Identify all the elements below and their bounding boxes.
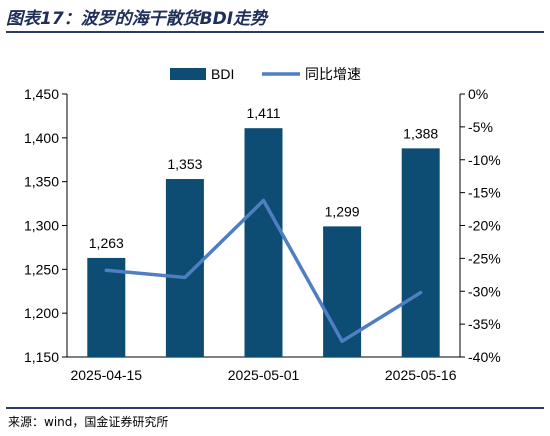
title-divider xyxy=(6,31,544,33)
x-tick-label: 2025-05-16 xyxy=(385,367,457,383)
right-tick-label: -5% xyxy=(468,119,493,135)
bdi-bar xyxy=(401,148,440,357)
right-tick-label: 0% xyxy=(468,86,488,102)
x-tick-label: 2025-05-01 xyxy=(228,367,300,383)
right-tick-label: -25% xyxy=(468,250,501,266)
right-tick-label: -15% xyxy=(468,185,501,201)
source-note: 来源：wind，国金证券研究所 xyxy=(8,415,169,429)
left-tick-label: 1,250 xyxy=(24,261,59,277)
right-tick-label: -40% xyxy=(468,349,501,365)
bdi-bar xyxy=(244,128,283,357)
right-tick-label: -35% xyxy=(468,316,501,332)
bdi-bar xyxy=(323,226,362,357)
right-tick-label: -10% xyxy=(468,152,501,168)
left-tick-label: 1,200 xyxy=(24,305,59,321)
left-tick-label: 1,150 xyxy=(24,349,59,365)
legend-bdi-swatch xyxy=(170,68,206,80)
bdi-bar xyxy=(87,257,126,357)
source-divider xyxy=(6,407,544,409)
x-tick-label: 2025-04-15 xyxy=(70,367,142,383)
bdi-data-label: 1,299 xyxy=(325,203,360,219)
chart-title: 图表17：波罗的海干散货BDI走势 xyxy=(6,9,268,29)
bdi-bar xyxy=(165,179,204,357)
right-tick-label: -30% xyxy=(468,283,501,299)
left-tick-label: 1,300 xyxy=(24,218,59,234)
right-tick-label: -20% xyxy=(468,218,501,234)
left-tick-label: 1,350 xyxy=(24,174,59,190)
left-tick-label: 1,400 xyxy=(24,130,59,146)
legend-bdi-label: BDI xyxy=(211,66,234,82)
legend-yoy-label: 同比增速 xyxy=(305,66,361,82)
bdi-data-label: 1,353 xyxy=(167,156,202,172)
bdi-data-label: 1,411 xyxy=(247,105,281,121)
left-tick-label: 1,450 xyxy=(24,86,59,102)
bdi-data-label: 1,263 xyxy=(89,235,124,251)
bdi-data-label: 1,388 xyxy=(403,125,438,141)
